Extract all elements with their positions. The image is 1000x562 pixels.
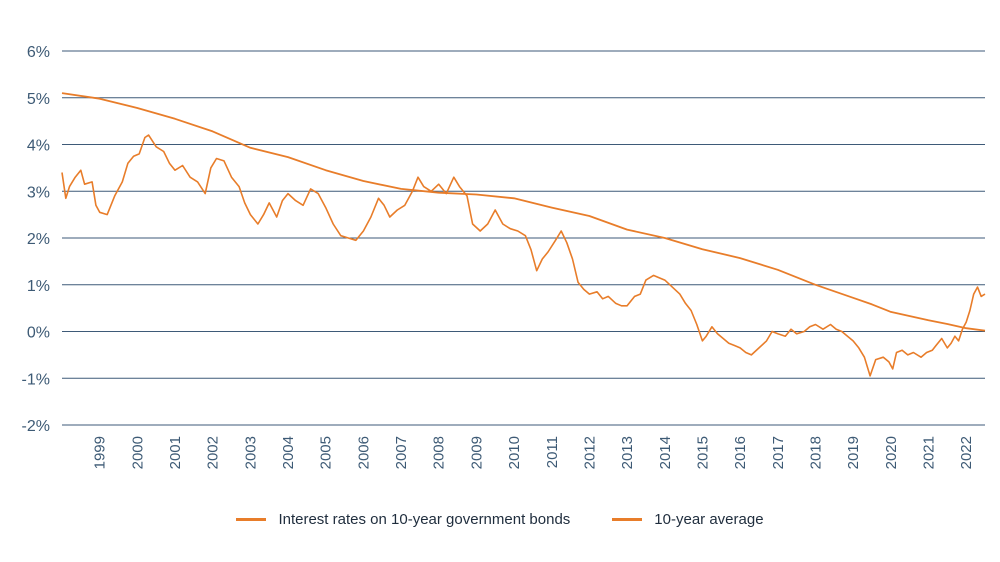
x-tick-label: 2018 [807, 436, 824, 469]
series-line-10-year-average [61, 92, 986, 332]
series-lines [61, 92, 986, 377]
x-tick-label: 2012 [581, 436, 598, 469]
y-axis-ticks: 6% 5% 4% 3% 2% 1% 0% -1% -2% [22, 44, 50, 435]
x-axis-ticks: 1999 2000 2001 2002 2003 2004 2005 2006 2007 2008… [92, 436, 975, 469]
x-tick-label: 2000 [129, 436, 146, 469]
y-tick-label: 1% [27, 278, 50, 295]
legend-item-average: 10-year average [612, 510, 764, 528]
y-tick-label: 4% [27, 138, 50, 155]
x-tick-label: 2015 [694, 436, 711, 469]
legend-swatch-bonds [236, 517, 267, 521]
x-tick-label: 2016 [732, 436, 749, 469]
y-tick-label: -1% [22, 371, 50, 388]
legend-label-average: 10-year average [654, 510, 764, 528]
x-tick-label: 2021 [920, 436, 937, 469]
gridlines [62, 50, 985, 426]
x-tick-label: 2017 [770, 436, 787, 469]
y-tick-label: 3% [27, 184, 50, 201]
x-tick-label: 2010 [506, 436, 523, 469]
y-tick-label: -2% [22, 418, 50, 435]
series-line-bond-rates [61, 134, 986, 377]
legend: Interest rates on 10-year government bon… [0, 506, 1000, 532]
y-tick-label: 6% [27, 44, 50, 61]
x-tick-label: 2006 [355, 436, 372, 469]
x-tick-label: 1999 [92, 436, 109, 469]
x-tick-label: 2014 [657, 436, 674, 469]
x-tick-label: 2005 [318, 436, 335, 469]
x-tick-label: 2002 [205, 436, 222, 469]
x-tick-label: 2011 [544, 436, 561, 468]
y-tick-label: 0% [27, 325, 50, 342]
legend-swatch-average [612, 517, 643, 521]
x-tick-label: 2001 [167, 436, 184, 469]
x-tick-label: 2003 [242, 436, 259, 469]
x-tick-label: 2004 [280, 436, 297, 469]
y-tick-label: 5% [27, 91, 50, 108]
x-tick-label: 2009 [468, 436, 485, 469]
legend-label-bonds: Interest rates on 10-year government bon… [278, 510, 571, 528]
x-tick-label: 2008 [431, 436, 448, 469]
x-tick-label: 2007 [393, 436, 410, 469]
line-chart: 6% 5% 4% 3% 2% 1% 0% -1% -2% 1999 2000 2001 2002 200… [22, 44, 986, 469]
x-tick-label: 2013 [619, 436, 636, 469]
x-tick-label: 2019 [845, 436, 862, 469]
x-tick-label: 2020 [883, 436, 900, 469]
legend-item-bonds: Interest rates on 10-year government bon… [236, 511, 570, 528]
y-tick-label: 2% [27, 231, 50, 248]
x-tick-label: 2022 [958, 436, 975, 469]
